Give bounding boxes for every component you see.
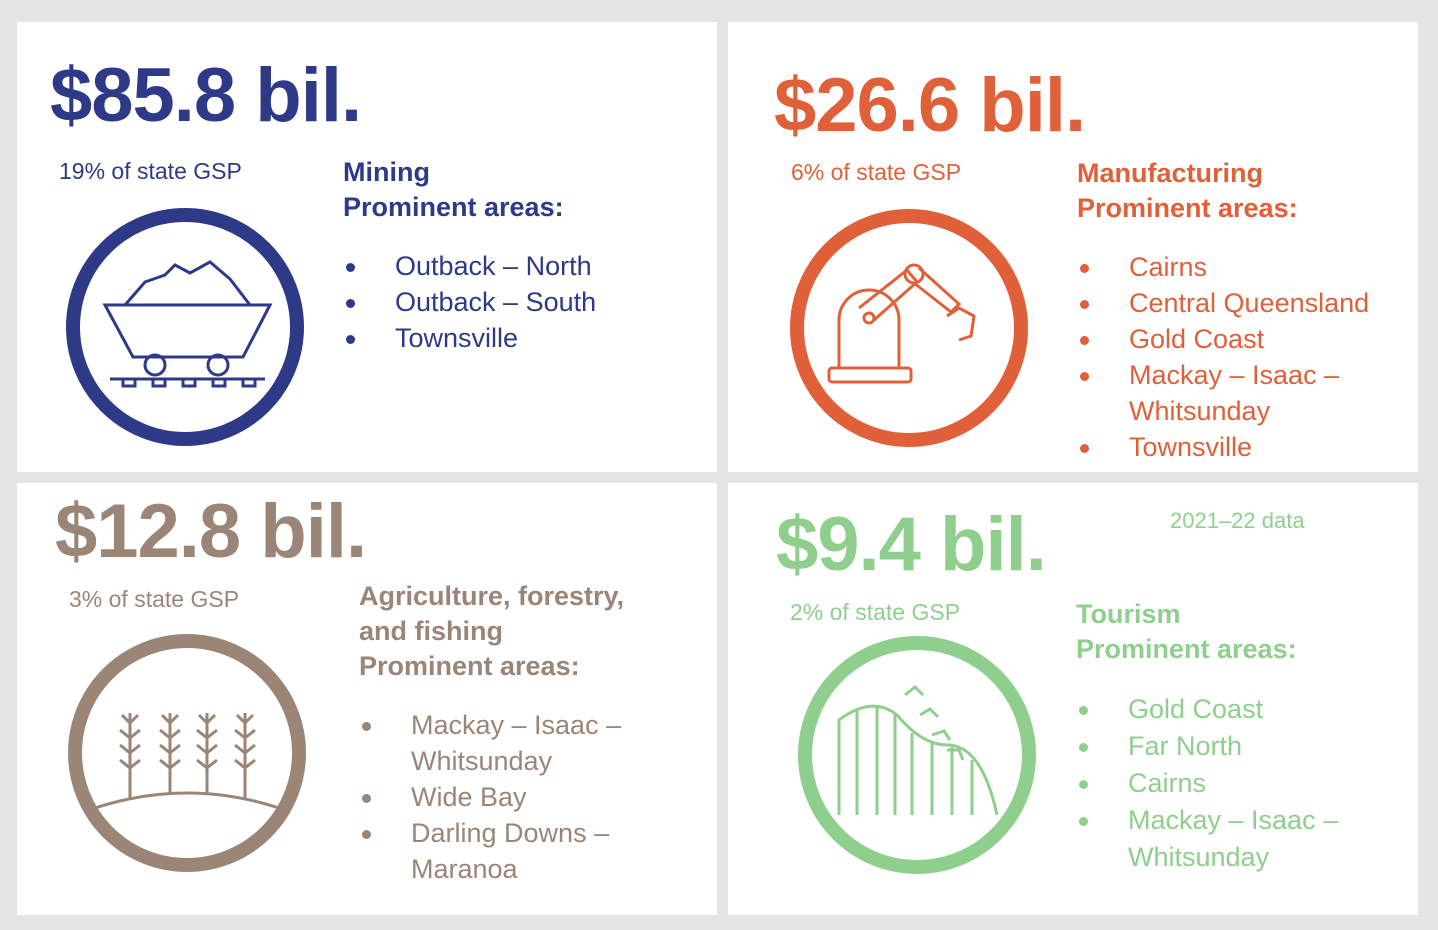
title: Tourism Prominent areas: (1076, 597, 1376, 667)
areas: Gold Coast Far North Cairns Mackay – Isa… (1076, 691, 1376, 876)
heading: Prominent areas: (1077, 193, 1298, 223)
areas: Mackay – Isaac – Whitsunday Wide Bay Dar… (359, 707, 659, 887)
areas: Outback – North Outback – South Townsvil… (343, 248, 683, 356)
area: Outback – North (343, 248, 683, 284)
area: Mackay – Isaac – Whitsunday (359, 707, 659, 779)
value: $85.8 bil. (50, 53, 362, 138)
share: 6% of state GSP (791, 159, 962, 185)
heading: Prominent areas: (343, 192, 564, 222)
industry: Agriculture, forestry, and fishing (359, 581, 625, 646)
area: Cairns (1077, 249, 1397, 285)
area: Outback – South (343, 284, 683, 320)
areas: Cairns Central Queensland Gold Coast Mac… (1077, 249, 1397, 465)
area: Gold Coast (1076, 691, 1376, 728)
value: $26.6 bil. (774, 63, 1086, 148)
tourism-icon (798, 636, 1036, 874)
panel-manufacturing: $26.6 bil. 6% of state GSP Manufacturing… (728, 22, 1418, 472)
heading: Prominent areas: (1076, 634, 1297, 664)
area: Mackay – Isaac – Whitsunday (1077, 357, 1397, 429)
mining-icon (66, 208, 304, 446)
industry: Manufacturing (1077, 158, 1263, 188)
area: Townsville (1077, 429, 1397, 465)
panel-mining: $85.8 bil. 19% of state GSP Mining Promi… (17, 22, 717, 472)
title: Agriculture, forestry, and fishing Promi… (359, 579, 659, 684)
area: Townsville (343, 320, 683, 356)
heading: Prominent areas: (359, 651, 580, 681)
value: $9.4 bil. (776, 502, 1047, 587)
manufacturing-icon (790, 209, 1028, 447)
title: Mining Prominent areas: (343, 155, 673, 225)
area: Gold Coast (1077, 321, 1397, 357)
share: 3% of state GSP (69, 586, 240, 612)
agriculture-icon (68, 634, 306, 872)
area: Wide Bay (359, 779, 659, 815)
value: $12.8 bil. (55, 489, 367, 574)
area: Mackay – Isaac – Whitsunday (1076, 802, 1376, 876)
share: 19% of state GSP (59, 158, 242, 184)
share: 2% of state GSP (790, 599, 961, 625)
title: Manufacturing Prominent areas: (1077, 156, 1407, 226)
area: Cairns (1076, 765, 1376, 802)
area: Central Queensland (1077, 285, 1397, 321)
industry: Tourism (1076, 599, 1181, 629)
note: 2021–22 data (1170, 508, 1305, 533)
industry: Mining (343, 157, 430, 187)
area: Darling Downs – Maranoa (359, 815, 659, 887)
panel-tourism: $9.4 bil. 2021–22 data 2% of state GSP T… (728, 483, 1418, 915)
panel-agriculture: $12.8 bil. 3% of state GSP Agriculture, … (17, 483, 717, 915)
area: Far North (1076, 728, 1376, 765)
